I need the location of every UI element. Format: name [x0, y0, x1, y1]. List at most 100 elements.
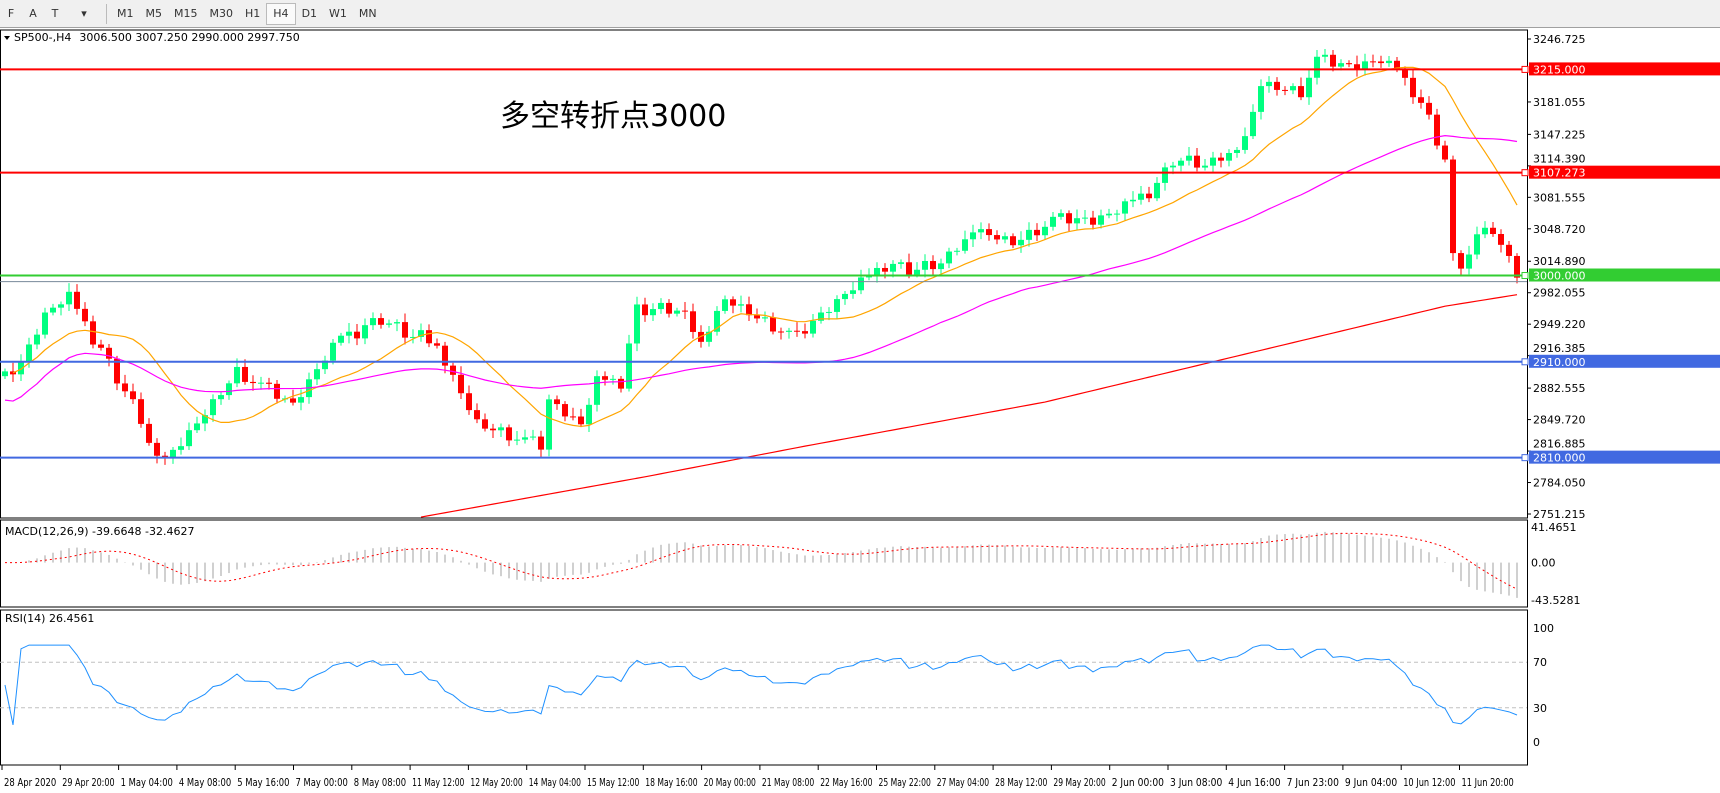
bullish-candle	[658, 302, 664, 310]
bearish-candle	[266, 382, 272, 384]
bullish-candle	[722, 299, 728, 311]
price-tick-label: 2949.220	[1533, 318, 1586, 331]
bearish-candle	[802, 331, 808, 334]
timeframe-w1-button[interactable]: W1	[329, 7, 347, 20]
macd-zero-label: 0.00	[1531, 557, 1556, 570]
bullish-candle	[202, 415, 208, 424]
bullish-candle	[386, 323, 392, 325]
level-price-badge	[1529, 268, 1720, 282]
bullish-candle	[978, 229, 984, 233]
bullish-candle	[1130, 199, 1136, 202]
rsi-label: RSI(14) 26.4561	[5, 612, 94, 625]
bearish-candle	[1090, 217, 1096, 225]
bullish-candle	[2, 371, 8, 377]
bullish-candle	[674, 310, 680, 314]
bearish-candle	[402, 322, 408, 338]
grid-icon[interactable]: F	[7, 7, 15, 20]
bearish-candle	[882, 267, 888, 272]
main-panel-frame	[0, 29, 1528, 519]
timeframe-h4-button[interactable]: H4	[266, 2, 296, 25]
bullish-candle	[1266, 81, 1272, 87]
text-icon[interactable]: A	[29, 7, 37, 20]
bullish-candle	[1074, 218, 1080, 224]
timeframe-h1-button[interactable]: H1	[245, 7, 261, 20]
date-label: 28 May 12:00	[995, 776, 1047, 789]
bullish-candle	[410, 336, 416, 338]
bearish-candle	[1010, 236, 1016, 246]
rsi-tick-label: 0	[1533, 736, 1540, 749]
bullish-candle	[1002, 236, 1008, 240]
rsi-tick-label: 70	[1533, 656, 1547, 669]
bearish-candle	[114, 358, 120, 384]
bullish-candle	[586, 404, 592, 425]
bullish-candle	[842, 293, 848, 300]
date-label: 7 May 00:00	[296, 776, 348, 789]
bearish-candle	[746, 304, 752, 316]
date-label: 22 May 16:00	[820, 776, 872, 789]
date-label: 11 May 12:00	[412, 776, 464, 789]
price-tick-label: 2882.555	[1533, 382, 1586, 395]
level-price-badge	[1529, 165, 1720, 179]
bullish-candle	[938, 263, 944, 270]
arrows-icon[interactable]: ▾	[81, 7, 87, 20]
bearish-candle	[242, 366, 248, 382]
bullish-candle	[762, 317, 768, 319]
date-label: 29 May 20:00	[1053, 776, 1105, 789]
price-chart[interactable]: SP500-,H4 3006.500 3007.250 2990.000 2997…	[0, 28, 1720, 793]
bullish-candle	[1242, 136, 1248, 150]
bullish-candle	[1474, 234, 1480, 255]
bearish-candle	[730, 299, 736, 306]
bullish-candle	[874, 267, 880, 276]
timeframe-m30-button[interactable]: M30	[209, 7, 234, 20]
timeframe-m1-button[interactable]: M1	[117, 7, 134, 20]
timeframe-m15-button[interactable]: M15	[174, 7, 198, 20]
price-tick-label: 3147.225	[1533, 128, 1586, 141]
bearish-candle	[490, 428, 496, 431]
bullish-candle	[1362, 61, 1368, 69]
date-label: 20 May 00:00	[704, 776, 756, 789]
bearish-candle	[570, 416, 576, 418]
bullish-candle	[1482, 227, 1488, 235]
bearish-candle	[506, 427, 512, 441]
bearish-candle	[538, 436, 544, 450]
bullish-candle	[1314, 56, 1320, 78]
bearish-candle	[434, 343, 440, 346]
timeframe-m5-button[interactable]: M5	[145, 7, 163, 20]
bullish-candle	[210, 399, 216, 416]
bullish-candle	[1082, 217, 1088, 219]
bearish-candle	[482, 419, 488, 429]
bullish-candle	[514, 439, 520, 441]
timeframe-d1-button[interactable]: D1	[301, 7, 318, 20]
level-price-label: 3107.273	[1533, 167, 1586, 180]
bullish-candle	[786, 330, 792, 332]
ohlc-values: 3006.500 3007.250 2990.000 2997.750	[79, 31, 299, 44]
bearish-candle	[122, 383, 128, 392]
bearish-candle	[602, 376, 608, 380]
date-label: 14 May 04:00	[529, 776, 581, 789]
level-price-label: 2810.000	[1533, 452, 1586, 465]
price-tick-label: 3081.555	[1533, 191, 1586, 204]
price-tick-label: 2916.385	[1533, 342, 1586, 355]
level-price-badge	[1529, 450, 1720, 464]
bullish-candle	[178, 446, 184, 450]
level-handle	[1521, 358, 1529, 366]
bearish-candle	[146, 423, 152, 443]
bearish-candle	[474, 410, 480, 420]
bearish-candle	[562, 404, 568, 417]
date-label: 10 Jun 12:00	[1403, 776, 1455, 789]
bullish-candle	[810, 320, 816, 334]
bullish-candle	[850, 290, 856, 294]
toolbar-separator	[106, 3, 107, 24]
text-label-icon[interactable]: T	[51, 7, 59, 20]
bullish-candle	[1226, 153, 1232, 161]
date-label: 5 May 16:00	[237, 776, 289, 789]
bearish-candle	[74, 291, 80, 309]
bearish-candle	[778, 331, 784, 333]
bearish-candle	[1282, 89, 1288, 91]
bullish-candle	[234, 366, 240, 384]
bearish-candle	[274, 383, 280, 399]
timeframe-mn-button[interactable]: MN	[358, 7, 377, 20]
level-handle	[1521, 65, 1529, 73]
rsi-panel-frame	[0, 609, 1528, 766]
bullish-candle	[898, 262, 904, 264]
